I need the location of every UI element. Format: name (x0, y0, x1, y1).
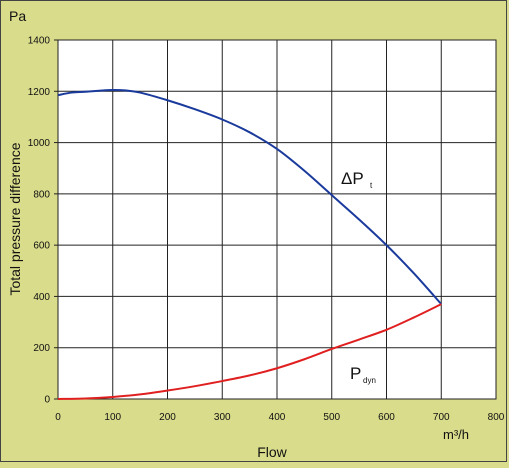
pdyn-line (57, 303, 442, 400)
x-tick-label: 0 (55, 412, 61, 423)
y-tick-label: 1200 (28, 87, 51, 98)
y-axis-title: Total pressure difference (7, 142, 23, 295)
pdyn-label-sub: dyn (363, 376, 376, 385)
y-tick-label: 0 (44, 395, 50, 406)
delta-pt-label-main: ΔP (341, 169, 364, 188)
x-unit-label: m³/h (443, 427, 469, 442)
delta-pt-series-label: ΔP t (341, 169, 373, 190)
x-tick-labels: 0 100 200 300 400 500 600 700 800 (55, 412, 505, 423)
pdyn-label-main: P (350, 364, 361, 383)
delta-pt-line (57, 88, 442, 305)
x-tick-label: 800 (488, 412, 505, 423)
x-tick-label: 100 (104, 412, 121, 423)
y-tick-label: 1000 (28, 138, 51, 149)
delta-pt-label-sub: t (370, 181, 373, 190)
x-tick-label: 600 (378, 412, 395, 423)
y-tick-label: 600 (33, 241, 50, 252)
grid-lines (54, 39, 497, 400)
x-tick-label: 200 (159, 412, 176, 423)
y-unit-label: Pa (9, 8, 26, 24)
x-axis-title: Flow (257, 444, 287, 460)
y-tick-label: 400 (33, 292, 50, 303)
x-tick-label: 300 (214, 412, 231, 423)
x-tick-label: 500 (323, 412, 340, 423)
y-tick-label: 800 (33, 189, 50, 200)
x-tick-label: 700 (433, 412, 450, 423)
series-lines (57, 88, 442, 400)
y-tick-label: 1400 (28, 36, 51, 47)
y-tick-label: 200 (33, 343, 50, 354)
y-tick-labels: 0 200 400 600 800 1000 1200 1400 (28, 36, 51, 406)
x-tick-label: 400 (269, 412, 286, 423)
pdyn-series-label: P dyn (350, 364, 376, 385)
